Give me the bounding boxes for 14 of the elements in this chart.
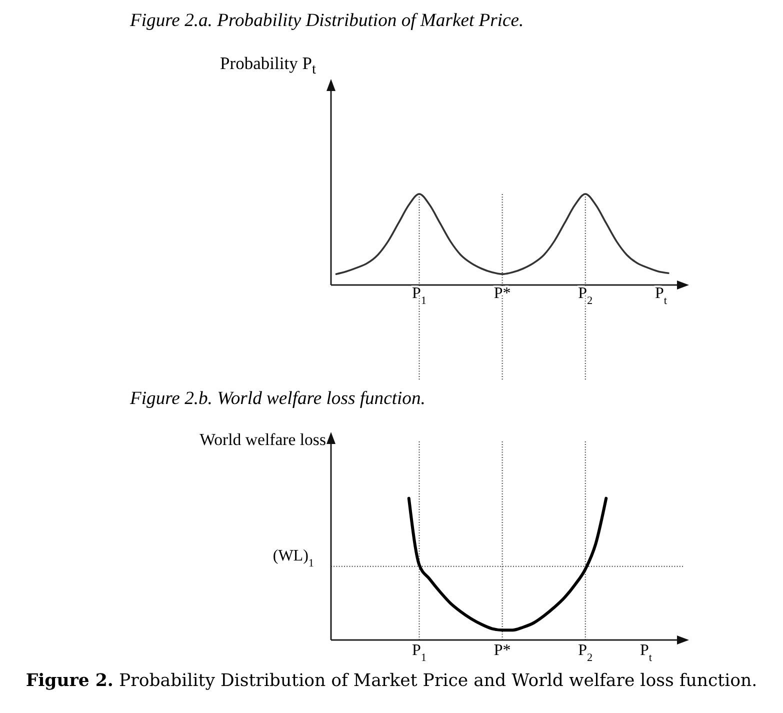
x-tick-label: P* bbox=[494, 285, 511, 302]
x-tick-label: P* bbox=[494, 642, 511, 659]
y-axis-title: Probability P$_{t}$ bbox=[219, 53, 316, 80]
x-tick-label: P$_{1}$ bbox=[412, 642, 426, 664]
y-axis-title: World welfare loss bbox=[198, 430, 326, 450]
x-axis-title: P$_{t}$ bbox=[654, 285, 668, 307]
x-tick-label: P$_{2}$ bbox=[578, 642, 593, 664]
caption: Figure 2. Probability Distribution of Market Price and World welfare loss function. bbox=[26, 671, 758, 691]
x-axis-title: P$_{t}$ bbox=[640, 642, 653, 664]
chart-title: Figure 2.b. World welfare loss function. bbox=[130, 388, 426, 410]
chart-title: Figure 2.a. Probability Distribution of Market Price. bbox=[130, 10, 524, 32]
ref-line-label: (WL)$_{1}$ bbox=[272, 547, 314, 570]
x-tick-label: P$_{1}$ bbox=[412, 285, 426, 307]
x-tick-label: P$_{2}$ bbox=[578, 285, 593, 307]
